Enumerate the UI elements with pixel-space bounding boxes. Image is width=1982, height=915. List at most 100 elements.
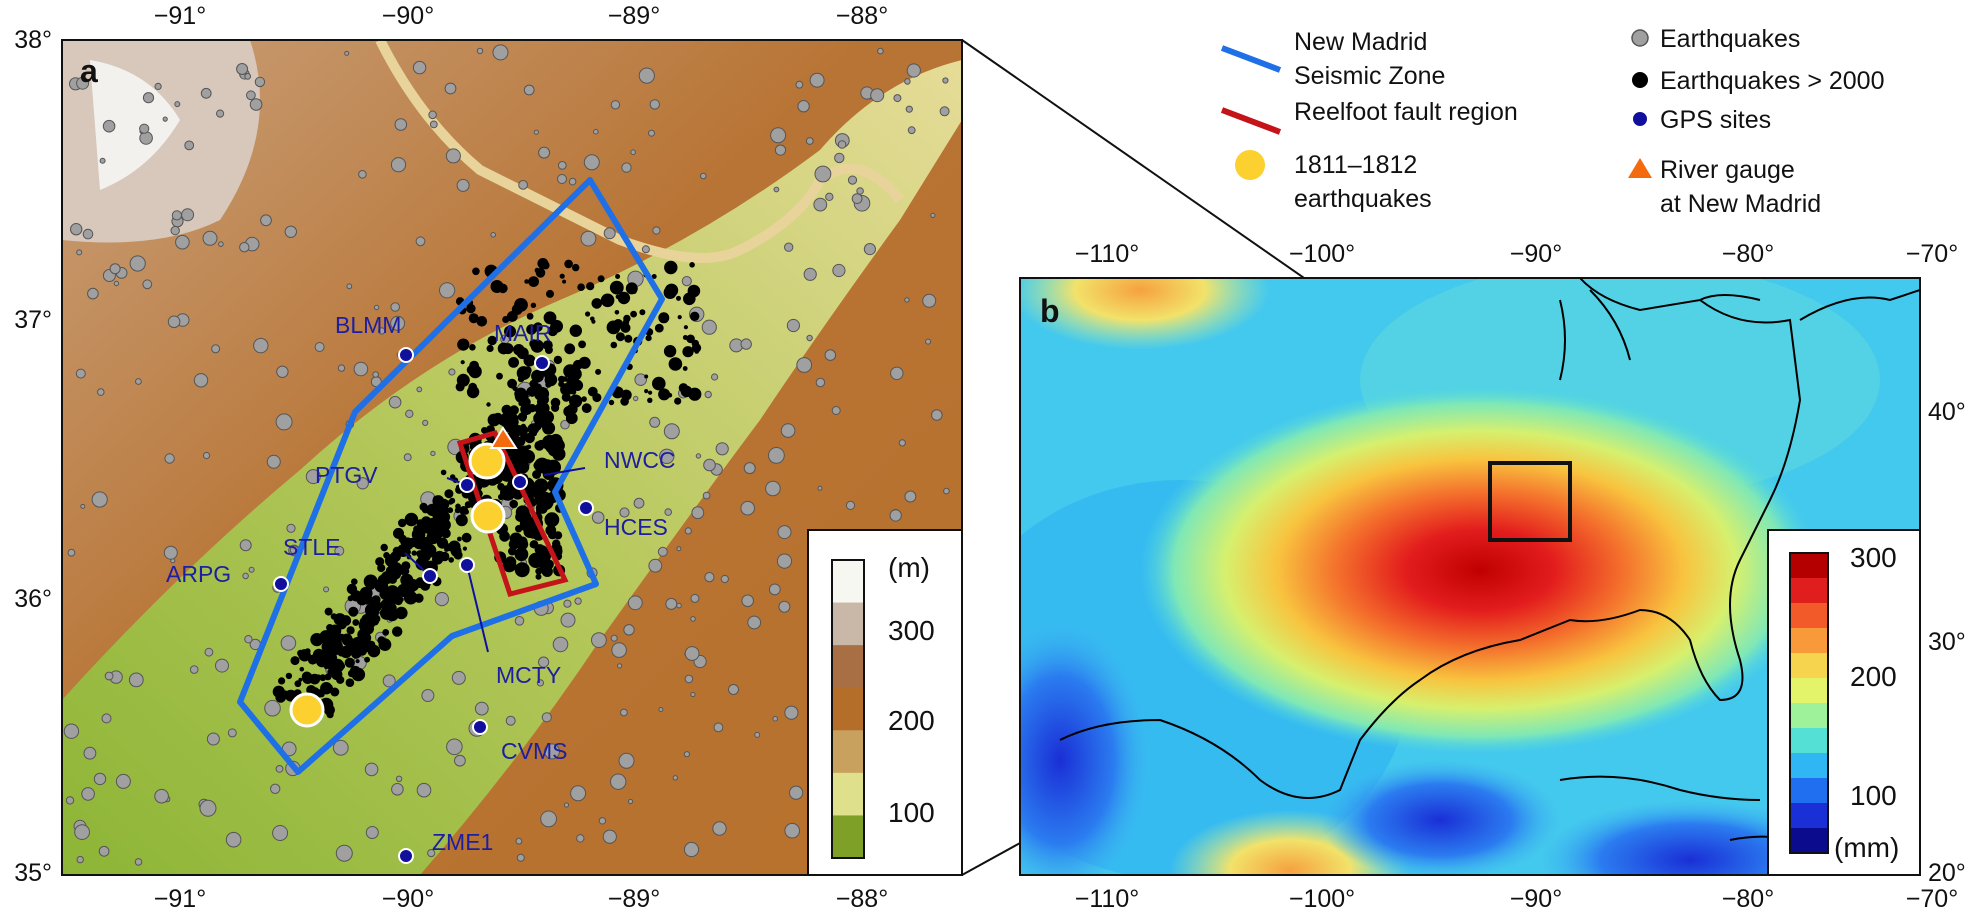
y-tick: 37° [14,306,52,334]
earthquake-dot [416,782,432,798]
earthquake-dot [457,536,462,542]
earthquake-dot [236,63,249,75]
earthquake-dot [590,316,595,322]
earthquake-dot [324,607,333,616]
earthquake-dot [665,597,678,610]
earthquake-dot [239,242,250,253]
earthquake-dot [615,294,621,300]
earthquake-dot [294,680,302,688]
earthquake-dot [552,636,569,653]
earthquake-dot [634,373,648,387]
earthquake-dot [63,723,80,739]
earthquake-dot [609,280,624,295]
earthquake-dot [611,642,627,658]
earthquake-dot [109,263,121,275]
earthquake-dot [614,310,620,315]
earthquake-dot [514,547,529,562]
legend-historic-quake-symbol [1235,150,1265,180]
earthquake-dot [683,292,696,306]
earthquake-dot [403,590,418,605]
earthquake-dot [754,731,761,738]
earthquake-dot [324,673,332,681]
earthquake-dot [382,629,390,636]
earthquake-dot [617,291,631,305]
earthquake-dot [174,101,181,108]
legend-river-gauge-label-1: River gauge [1660,156,1795,184]
earthquake-dot [430,450,436,457]
earthquake-dot [740,338,752,350]
legend-reelfoot-symbol [1220,107,1282,135]
colorbar-segment [1790,603,1828,629]
gps-label-arpg: ARPG [166,561,231,587]
earthquake-dot [93,772,107,786]
earthquake-dot [321,640,334,653]
earthquake-dot [334,636,339,641]
colorbar-segment [832,602,864,646]
earthquake-dot [809,72,825,88]
earthquake-dot [309,673,321,685]
earthquake-dot [904,78,911,85]
earthquake-dot [434,592,449,607]
earthquake-dot [447,507,454,514]
panel-b: b −110° −100° −90° −80° −70° −110° −100°… [1019,240,1966,913]
earthquake-dot [676,546,682,552]
earthquake-dot [578,356,591,369]
gps-site-stle [422,568,438,584]
x-tick-top: −90° [1510,240,1562,268]
earthquake-dot [175,234,190,250]
x-tick-bottom: −110° [1075,885,1139,913]
earthquake-dot [815,377,826,388]
x-tick-top: −88° [836,2,888,30]
legend-river-gauge-label-2: at New Madrid [1660,190,1821,218]
colorbar-segment [1790,553,1828,579]
earthquake-dot [327,684,333,691]
earthquake-dot [275,413,293,431]
earthquake-dot [469,360,479,371]
earthquake-dot [502,316,510,323]
y-tick: 38° [14,26,52,54]
earthquake-dot [683,751,691,758]
panel-a-extent-box [1488,461,1572,542]
earthquake-dot [648,558,663,573]
earthquake-dot [115,773,131,789]
x-tick-bottom: −89° [608,885,660,913]
reelfoot-fault-outline [456,430,569,597]
panel-a: BLMM MAIR NWCC PTGV HCES STLE ARPG MCTY … [14,2,963,913]
field-orange-nw [1020,278,1270,350]
earthquake-dot [429,120,438,129]
earthquake-dot [683,841,700,858]
earthquake-dot [264,699,281,717]
earthquake-dot [569,324,582,337]
earthquake-dot [468,313,479,324]
earthquake-dot [765,480,781,497]
earthquake-dot [344,50,350,56]
earthquake-dot [437,504,442,509]
earthquake-dot [76,249,83,256]
earthquake-dot [682,366,688,371]
colorbar-b-bar [1790,553,1828,854]
earthquake-dot [244,73,252,80]
panel-b-x-ticks-top: −110° −100° −90° −80° −70° [1075,240,1958,268]
earthquake-dot [380,543,388,552]
earthquake-dot [728,684,739,695]
earthquake-dot [460,507,467,514]
earthquake-dot [831,406,841,415]
colorbar-segment [832,772,864,816]
earthquake-dot [227,728,237,738]
great-lakes-outline [1559,289,1761,381]
earthquake-dot [364,656,370,663]
earthquake-dot [713,722,724,733]
earthquake-dot [715,442,729,456]
earthquake-dot [299,666,305,672]
earthquake-dot [658,312,670,324]
earthquake-dot [564,383,576,395]
earthquake-dot [690,691,696,698]
colorbar-segment [1790,778,1828,804]
earthquake-dot [401,537,414,551]
earthquake-dot [789,785,804,800]
earthquake-dot [832,263,846,278]
gps-site-cvms [472,719,488,735]
earthquake-dot [566,403,578,415]
earthquake-dot [445,148,461,164]
earthquake-dot [365,826,379,839]
